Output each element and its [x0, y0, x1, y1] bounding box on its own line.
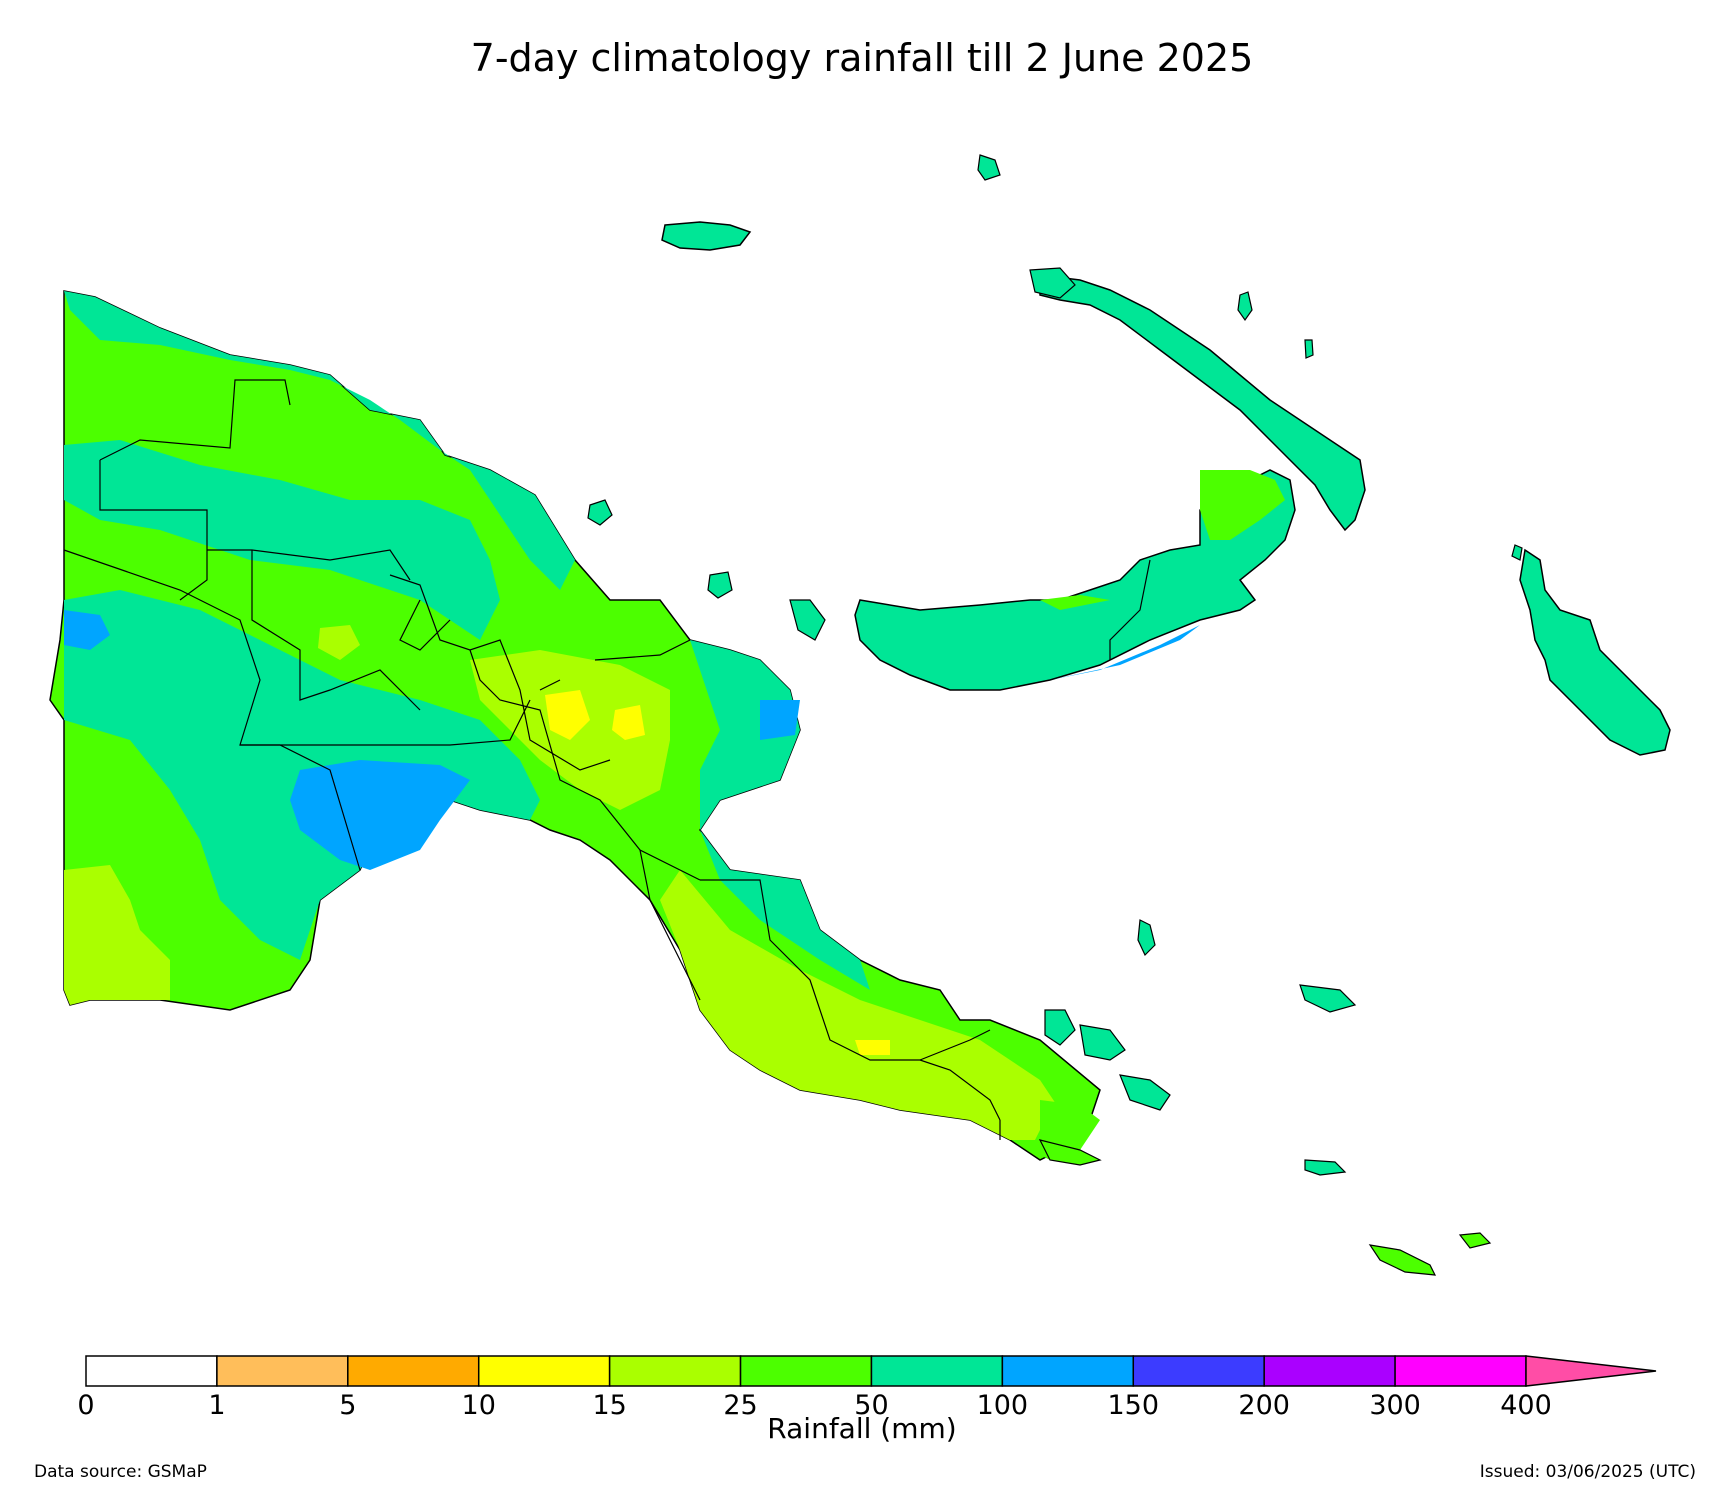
map-title: 7-day climatology rainfall till 2 June 2… [470, 36, 1254, 80]
zone-sw-yellowgreen [64, 865, 170, 1005]
issued-date: Issued: 03/06/2025 (UTC) [1479, 1462, 1696, 1482]
zone-east-blue [760, 700, 800, 740]
zone-west-band [64, 440, 500, 640]
zone-north-coast [64, 291, 575, 590]
island-long [707, 571, 733, 599]
island-trobriand [1137, 919, 1156, 957]
island-normanby [1119, 1074, 1171, 1111]
zone-highlands-yellow1 [545, 690, 590, 740]
colorbar-tick-label: 150 [1107, 1390, 1159, 1421]
colorbar-swatch [477, 1355, 611, 1387]
island-tagula [1368, 1244, 1437, 1276]
zone-nw-yellowgreen [318, 625, 360, 660]
island-east-cape-isles [1038, 1139, 1102, 1166]
island-mussau [977, 154, 1001, 181]
zone-peninsula-yellow [855, 1040, 890, 1055]
province-boundaries [63, 379, 1001, 1140]
colorbar-swatch [1001, 1355, 1135, 1387]
data-source: Data source: GSMaP [34, 1462, 207, 1482]
island-tabar [1304, 339, 1314, 359]
colorbar-tick-label: 15 [592, 1390, 626, 1421]
island-woodlark [1299, 984, 1357, 1013]
colorbar-swatch [739, 1355, 873, 1387]
zone-highlands-yellow2 [612, 705, 645, 740]
island-karkar [587, 499, 613, 526]
colorbar-swatch [608, 1355, 742, 1387]
colorbar-swatch [1394, 1355, 1527, 1387]
island-lavongai [1029, 267, 1076, 299]
colorbar-tick-label: 300 [1369, 1390, 1421, 1421]
colorbar-swatch [216, 1355, 349, 1387]
colorbar-swatch [1132, 1355, 1265, 1387]
colorbar-ticks: 0 1 5 10 15 25 50 100 150 200 300 400 [77, 1390, 1551, 1421]
island-umboi [789, 599, 826, 641]
colorbar-tick-label: 1 [208, 1390, 225, 1421]
colorbar-swatch [85, 1355, 218, 1387]
colorbar-tick-label: 25 [723, 1390, 757, 1421]
island-fergusson [1079, 1024, 1126, 1061]
zone-nb-green1 [1200, 470, 1285, 540]
zone-nb-green2 [1040, 595, 1110, 610]
island-misima [1304, 1159, 1347, 1176]
colorbar-extend-triangle [1525, 1355, 1657, 1387]
island-goodenough [1044, 1009, 1076, 1046]
island-lihir [1237, 291, 1253, 322]
colorbar-tick-label: 400 [1500, 1390, 1552, 1421]
zone-east-coast [690, 640, 870, 990]
colorbar-swatch [870, 1355, 1004, 1387]
island-manus [661, 221, 752, 251]
colorbar-tick-label: 100 [977, 1390, 1029, 1421]
colorbar-tick-label: 0 [77, 1390, 94, 1421]
colorbar-swatch [1263, 1355, 1396, 1387]
island-bougainville [1519, 548, 1671, 756]
island-buka [1511, 544, 1523, 561]
island-new-britain [854, 469, 1296, 691]
colorbar-swatches [85, 1355, 1527, 1387]
colorbar-label: Rainfall (mm) [767, 1412, 957, 1445]
colorbar-tick-label: 50 [854, 1390, 888, 1421]
island-rossel [1458, 1232, 1492, 1249]
zone-papuan-peninsula [660, 870, 1060, 1140]
colorbar-tick-label: 5 [339, 1390, 356, 1421]
zone-west-blue [64, 610, 110, 650]
island-new-ireland [1039, 274, 1366, 532]
colorbar-swatch [347, 1355, 480, 1387]
colorbar-tick-label: 200 [1238, 1390, 1290, 1421]
colorbar-tick-label: 10 [462, 1390, 496, 1421]
